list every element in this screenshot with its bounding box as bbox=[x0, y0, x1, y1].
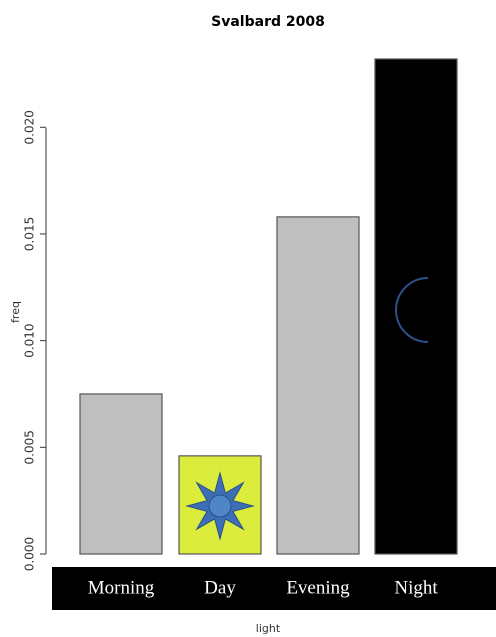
sun-core bbox=[208, 494, 232, 518]
moon-icon bbox=[395, 277, 429, 343]
x-tick-label: Day bbox=[204, 577, 236, 598]
bar bbox=[374, 58, 458, 555]
x-tick-label: Morning bbox=[88, 577, 155, 598]
y-tick-label: 0.015 bbox=[23, 217, 37, 251]
category-band bbox=[52, 567, 496, 610]
bars bbox=[79, 58, 458, 555]
bar bbox=[79, 393, 163, 555]
y-tick-label: 0.005 bbox=[23, 430, 37, 464]
y-axis-label: freq bbox=[9, 301, 22, 323]
icons bbox=[185, 277, 429, 541]
bar bbox=[276, 216, 360, 555]
y-tick-label: 0.020 bbox=[23, 110, 37, 144]
y-tick-label: 0.010 bbox=[23, 323, 37, 357]
x-axis-label: light bbox=[256, 622, 281, 635]
chart-title: Svalbard 2008 bbox=[211, 14, 325, 30]
y-tick-label: 0.000 bbox=[23, 537, 37, 571]
x-tick-label: Evening bbox=[286, 577, 350, 598]
x-tick-label: Night bbox=[394, 577, 438, 598]
